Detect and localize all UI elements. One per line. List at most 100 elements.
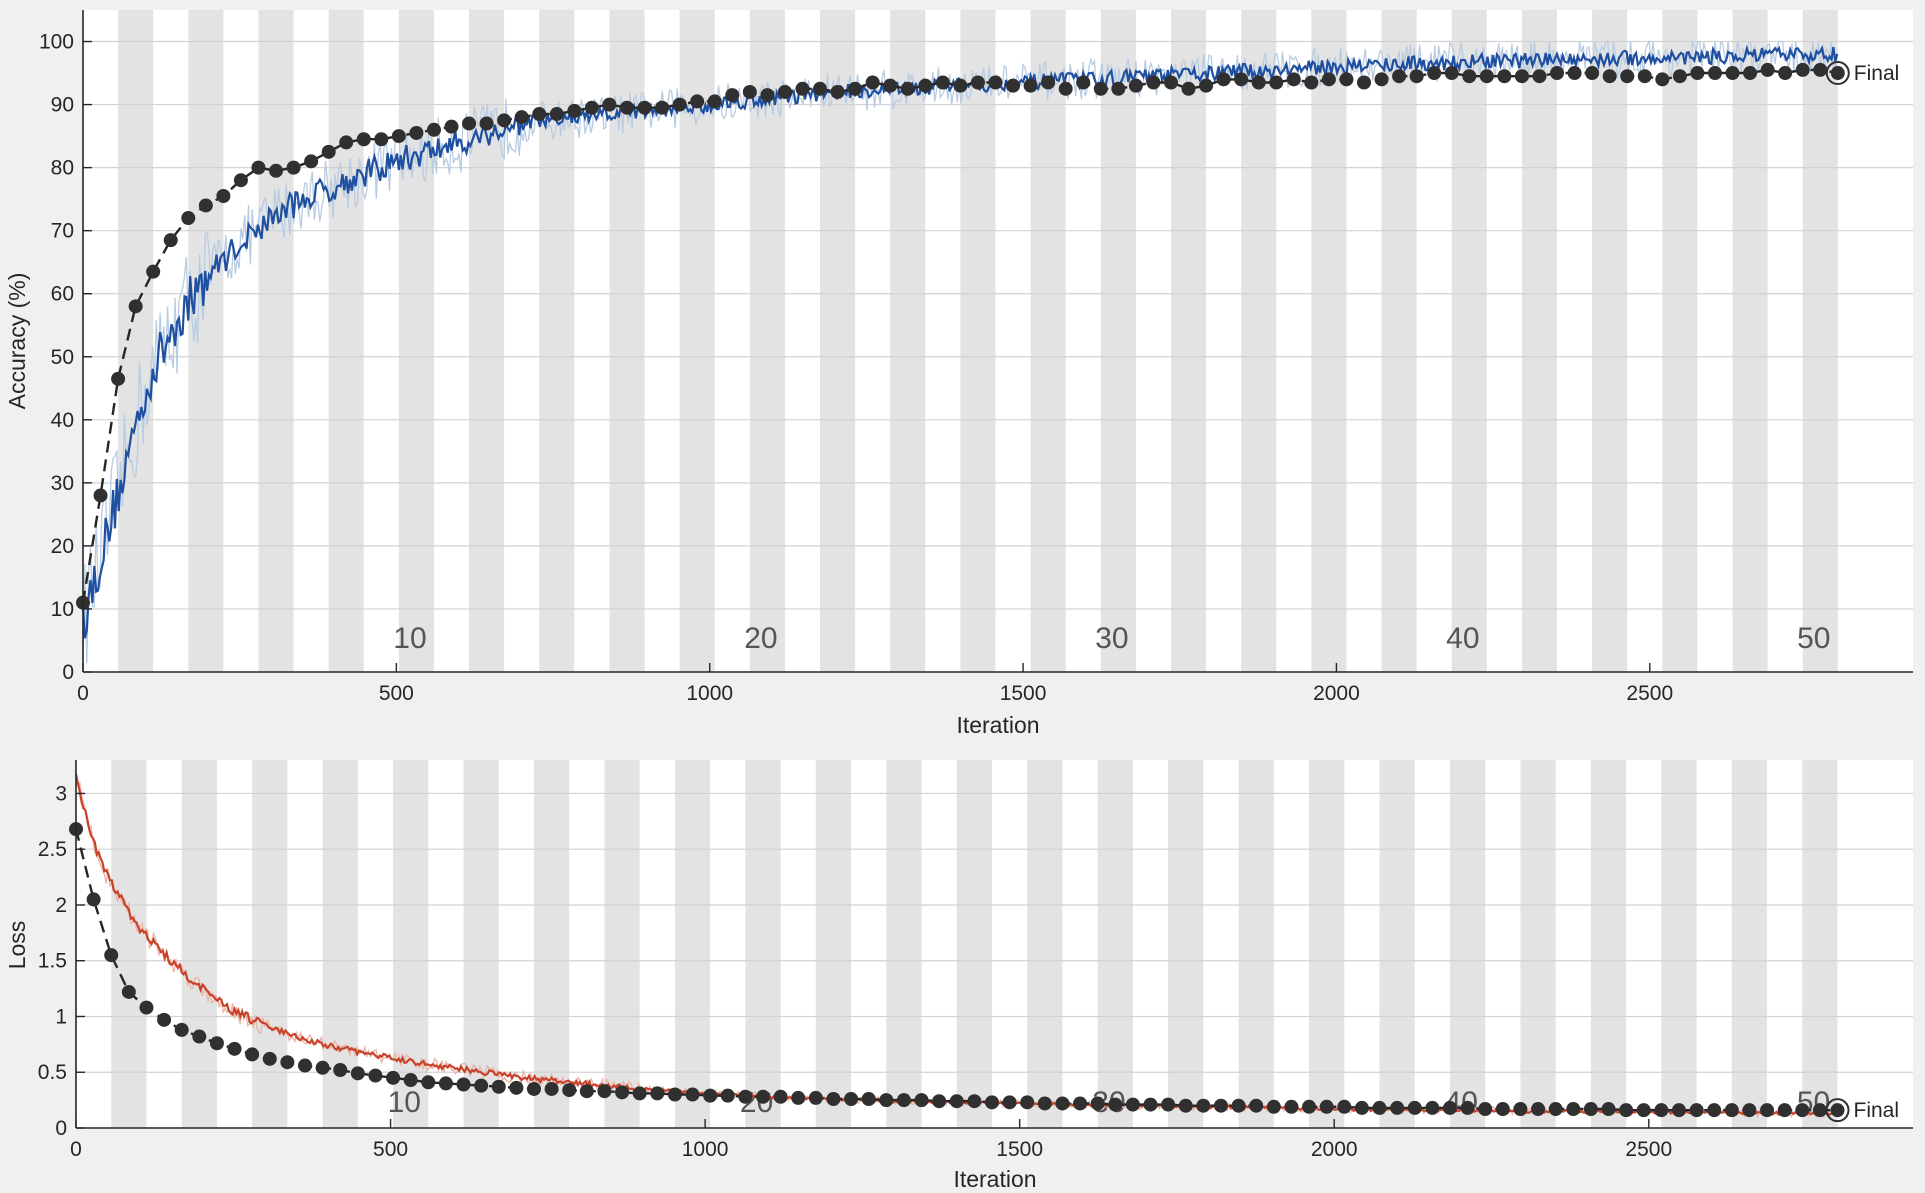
validation-point xyxy=(1760,1103,1775,1118)
validation-point xyxy=(672,97,687,112)
validation-point xyxy=(742,84,757,99)
epoch-band xyxy=(533,760,570,1128)
loss-epoch-label-10: 10 xyxy=(388,1086,421,1119)
epoch-band xyxy=(749,10,785,672)
validation-point xyxy=(93,488,108,503)
loss-y-tick-label: 2 xyxy=(55,894,67,917)
epoch-band xyxy=(1097,760,1133,1128)
acc-y-tick-label: 10 xyxy=(51,598,74,621)
acc-y-tick-label: 50 xyxy=(51,346,74,369)
validation-point xyxy=(791,1090,806,1105)
validation-point xyxy=(1023,78,1038,93)
validation-point xyxy=(1354,1100,1369,1115)
validation-point xyxy=(861,1092,876,1107)
validation-point xyxy=(157,1012,172,1027)
acc-epoch-label-20: 20 xyxy=(744,622,777,655)
acc-x-tick-label: 0 xyxy=(77,682,89,705)
acc-epoch-label-50: 50 xyxy=(1797,622,1830,655)
epoch-band xyxy=(1732,10,1768,672)
validation-point xyxy=(474,1078,489,1093)
epoch-band xyxy=(674,760,711,1128)
validation-point xyxy=(462,116,477,131)
validation-point xyxy=(163,233,178,248)
epoch-band xyxy=(1661,760,1697,1128)
loss-x-tick-label: 2500 xyxy=(1625,1138,1672,1161)
validation-point xyxy=(813,81,828,96)
validation-point xyxy=(918,78,933,93)
validation-point xyxy=(1495,1102,1510,1117)
loss-plot: 10 20 30 40 50 0 500 1000 1500 2000 2500… xyxy=(4,760,1913,1192)
epoch-band xyxy=(886,760,922,1128)
validation-point xyxy=(984,1095,999,1110)
validation-point xyxy=(374,132,389,147)
acc-x-tick-label: 500 xyxy=(379,682,414,705)
validation-point xyxy=(619,100,634,115)
loss-epoch-bands xyxy=(111,760,1838,1128)
validation-point xyxy=(844,1092,859,1107)
validation-point xyxy=(104,948,119,963)
acc-epoch-label-30: 30 xyxy=(1095,622,1128,655)
validation-point xyxy=(1372,1100,1387,1115)
validation-point xyxy=(1760,62,1775,77)
validation-point xyxy=(1514,69,1529,84)
validation-point xyxy=(1108,1097,1123,1112)
epoch-band xyxy=(1590,760,1627,1128)
validation-point xyxy=(386,1070,401,1085)
epoch-band xyxy=(1592,10,1628,672)
validation-point xyxy=(1076,75,1091,90)
acc-y-tick-label: 100 xyxy=(39,31,74,54)
loss-y-tick-label: 2.5 xyxy=(38,838,67,861)
validation-point xyxy=(914,1093,929,1108)
validation-point xyxy=(1725,66,1740,81)
validation-point xyxy=(1690,66,1705,81)
validation-point xyxy=(1041,75,1056,90)
validation-point xyxy=(368,1068,383,1083)
validation-point xyxy=(1724,1103,1739,1118)
validation-point xyxy=(421,1075,436,1090)
accuracy-x-axis-label: Iteration xyxy=(956,712,1039,738)
validation-point xyxy=(777,84,792,99)
validation-point xyxy=(1302,1099,1317,1114)
validation-point xyxy=(1163,75,1178,90)
validation-point xyxy=(760,88,775,103)
loss-gridlines xyxy=(76,792,1913,1073)
validation-point xyxy=(216,188,231,203)
validation-point xyxy=(1374,72,1389,87)
epoch-band xyxy=(181,760,217,1128)
accuracy-y-axis-label: Accuracy (%) xyxy=(4,273,30,410)
loss-x-tick-label: 1500 xyxy=(996,1138,1043,1161)
validation-point xyxy=(1337,1099,1352,1114)
validation-point xyxy=(139,1000,154,1015)
validation-point xyxy=(953,78,968,93)
validation-point xyxy=(1128,78,1143,93)
validation-point xyxy=(1055,1096,1070,1111)
loss-x-axis-label: Iteration xyxy=(953,1166,1036,1192)
validation-point xyxy=(1234,72,1249,87)
epoch-band xyxy=(1027,760,1063,1128)
final-marker-ring xyxy=(1825,61,1850,86)
validation-point xyxy=(1392,69,1407,84)
validation-point xyxy=(1462,69,1477,84)
accuracy-epoch-bands xyxy=(118,10,1838,672)
epoch-band xyxy=(1100,10,1136,672)
loss-y-tick-label: 1 xyxy=(55,1005,67,1028)
validation-point xyxy=(1497,69,1512,84)
validation-point xyxy=(1637,69,1652,84)
validation-point xyxy=(403,1073,418,1088)
validation-point xyxy=(655,100,670,115)
validation-point xyxy=(1321,72,1336,87)
validation-point xyxy=(297,1058,312,1073)
accuracy-axes xyxy=(82,10,1913,673)
validation-point xyxy=(615,1085,630,1100)
validation-point xyxy=(567,103,582,118)
acc-y-tick-label: 20 xyxy=(51,535,74,558)
epoch-band xyxy=(1381,10,1417,672)
validation-point xyxy=(1090,1096,1105,1111)
validation-point xyxy=(1830,66,1845,81)
validation-point xyxy=(773,1089,788,1104)
epoch-band xyxy=(1449,760,1486,1128)
validation-point xyxy=(720,1088,735,1103)
validation-point xyxy=(1672,69,1687,84)
validation-point xyxy=(1161,1097,1176,1112)
acc-epoch-label-40: 40 xyxy=(1446,622,1479,655)
